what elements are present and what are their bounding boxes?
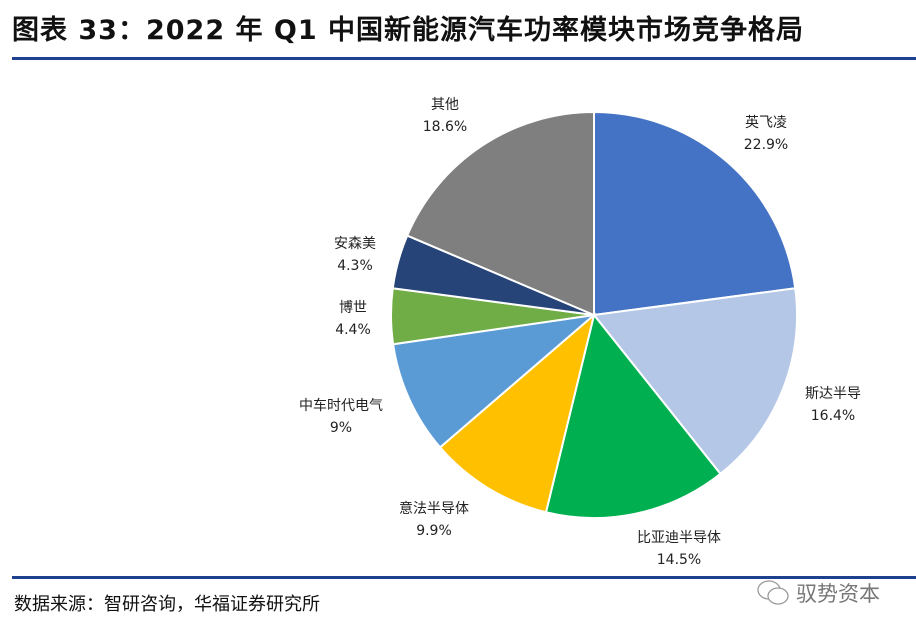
slice-value-label: 22.9% — [744, 137, 788, 153]
slice-value-label: 18.6% — [423, 119, 467, 135]
slice-value-label: 4.4% — [335, 322, 371, 338]
slice-label: 中车时代电气 — [299, 397, 383, 414]
slice-label: 斯达半导 — [805, 386, 861, 402]
watermark: 驭势资本 — [756, 578, 880, 608]
slice-label: 英飞凌 — [745, 114, 787, 131]
slice-value-label: 9% — [330, 420, 352, 436]
bottom-divider — [12, 576, 916, 579]
pie-slice-0 — [593, 110, 797, 317]
wechat-icon — [757, 580, 789, 605]
pie-slice-1 — [592, 287, 798, 476]
slice-value-label: 9.9% — [416, 523, 452, 539]
slice-value-label: 4.3% — [337, 258, 373, 274]
figure-title: 图表 33：2022 年 Q1 中国新能源汽车功率模块市场竞争格局 — [12, 15, 805, 46]
slice-label: 博世 — [339, 299, 367, 316]
source-note: 数据来源：智研咨询，华福证券研究所 — [14, 594, 320, 615]
pie-slice-3 — [438, 312, 596, 514]
slice-label: 比亚迪半导体 — [637, 530, 721, 546]
top-divider — [12, 57, 916, 60]
pie-slice-2 — [544, 312, 722, 519]
pie-slice-7 — [405, 110, 595, 317]
pie-slice-4 — [391, 313, 598, 449]
slice-label: 意法半导体 — [399, 500, 469, 517]
slice-label: 安森美 — [334, 236, 376, 252]
slice-label: 其他 — [431, 97, 459, 113]
watermark-text: 驭势资本 — [796, 582, 880, 606]
slice-value-label: 14.5% — [657, 552, 701, 568]
slice-value-label: 16.4% — [811, 408, 855, 424]
